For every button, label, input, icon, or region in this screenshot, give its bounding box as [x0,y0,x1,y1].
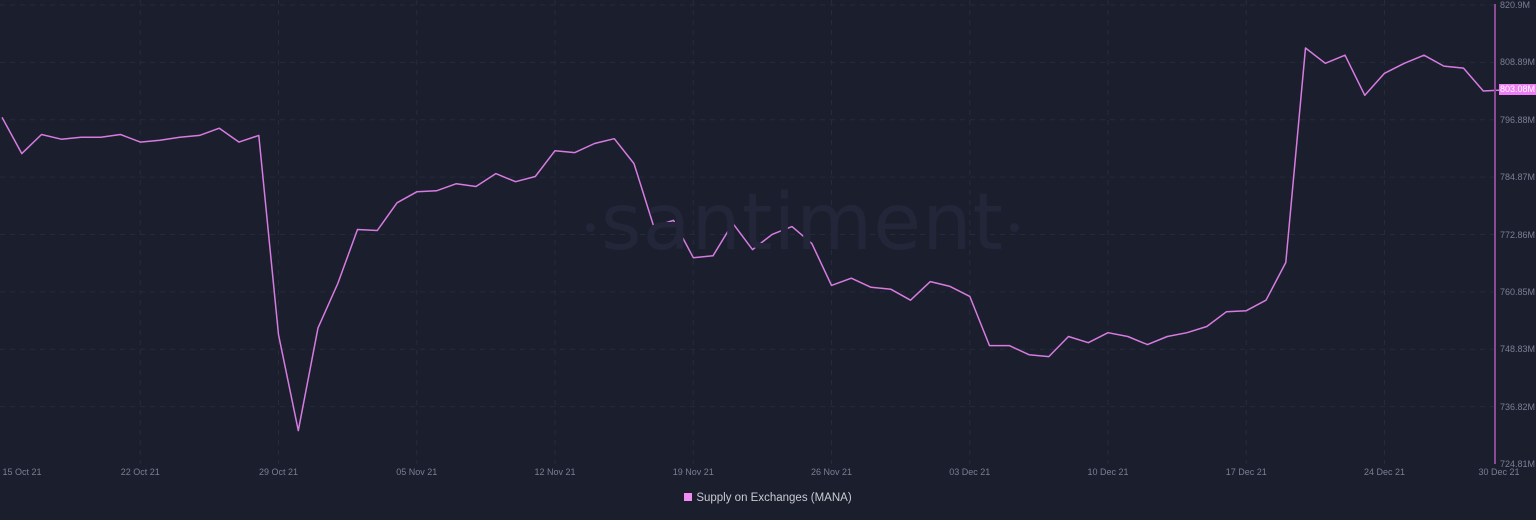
y-tick-label: 760.85M [1500,286,1536,297]
x-tick-label: 19 Nov 21 [672,467,714,477]
last-value-badge: 803.08M [1499,84,1536,96]
x-tick-label: 29 Oct 21 [258,467,299,477]
x-tick-label: 24 Dec 21 [1363,467,1406,477]
y-tick-label: 784.87M [1500,172,1536,183]
x-tick-label: 30 Dec 21 [1478,467,1520,477]
watermark-dot-left [586,223,595,233]
x-tick-label: 03 Dec 21 [949,467,991,477]
x-tick-label: 17 Dec 21 [1225,467,1267,477]
x-tick-label: 12 Nov 21 [534,467,576,477]
y-tick-label: 772.86M [1500,229,1536,240]
x-tick-label: 26 Nov 21 [810,467,853,477]
y-tick-label: 724.81M [1500,459,1536,469]
santiment-watermark: santiment [580,178,1025,268]
legend: Supply on Exchanges (MANA) [0,492,1536,504]
y-tick-label: 808.89M [1500,57,1536,68]
legend-swatch-icon [684,493,693,501]
y-tick-label: 796.88M [1500,114,1536,125]
x-tick-label: 05 Nov 21 [396,467,438,477]
x-tick-label: 10 Dec 21 [1087,467,1129,477]
grid-lines [0,0,1494,464]
legend-item-supply-on-exchanges[interactable]: Supply on Exchanges (MANA) [696,492,852,504]
y-tick-label: 748.83M [1500,344,1536,355]
y-tick-label: 820.9M [1500,0,1531,10]
x-tick-label: 15 Oct 21 [2,467,42,477]
y-tick-label: 736.82M [1500,401,1536,412]
watermark-text: santiment [601,178,1005,268]
series-line-supply-on-exchanges[interactable] [1,47,1504,432]
watermark-dot-right [1010,223,1020,233]
x-tick-label: 22 Oct 21 [120,467,160,477]
